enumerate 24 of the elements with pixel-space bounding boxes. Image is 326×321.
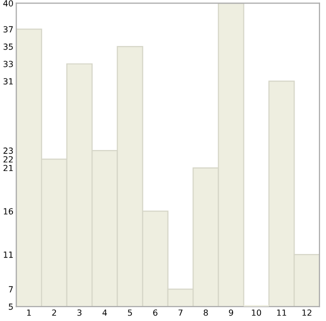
y-tick-label: 16 xyxy=(4,208,13,215)
x-tick-label: 12 xyxy=(302,309,312,316)
y-tick-label: 21 xyxy=(4,164,13,172)
x-tick-label: 2 xyxy=(52,309,56,316)
x-tick-label: 3 xyxy=(77,309,82,316)
y-tick-label: 23 xyxy=(4,148,13,154)
x-tick-label: 7 xyxy=(178,310,182,316)
x-tick-label: 6 xyxy=(153,309,158,316)
x-tick-label: 11 xyxy=(277,310,286,316)
x-tick-label: 5 xyxy=(128,310,132,316)
y-tick-label: 37 xyxy=(4,26,13,32)
x-tick-label: 10 xyxy=(252,309,262,316)
y-tick-label: 11 xyxy=(4,252,13,258)
y-tick-label: 33 xyxy=(4,60,13,68)
y-tick-label: 40 xyxy=(3,0,13,6)
y-tick-label: 7 xyxy=(8,286,13,292)
y-tick-label: 22 xyxy=(4,156,13,162)
x-tick-label: 1 xyxy=(27,310,31,316)
y-tick-label: 31 xyxy=(4,78,13,84)
x-tick-label: 8 xyxy=(204,309,208,316)
y-tick-label: 5 xyxy=(8,304,13,310)
y-tick-label: 35 xyxy=(4,44,13,50)
x-tick-label: 4 xyxy=(102,310,107,316)
x-tick-label: 9 xyxy=(228,309,234,316)
